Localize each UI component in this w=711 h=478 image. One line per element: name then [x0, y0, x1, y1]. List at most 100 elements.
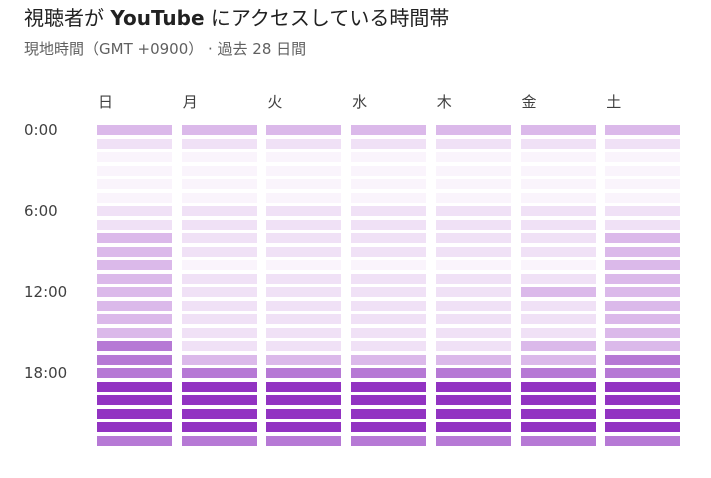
heatmap-cell[interactable] [521, 409, 596, 419]
heatmap-cell[interactable] [266, 206, 341, 216]
heatmap-cell[interactable] [436, 206, 511, 216]
heatmap-cell[interactable] [521, 179, 596, 189]
heatmap-cell[interactable] [436, 382, 511, 392]
heatmap-cell[interactable] [521, 139, 596, 149]
heatmap-cell[interactable] [521, 341, 596, 351]
heatmap-cell[interactable] [266, 152, 341, 162]
heatmap-cell[interactable] [182, 341, 257, 351]
heatmap-cell[interactable] [521, 355, 596, 365]
heatmap-cell[interactable] [436, 314, 511, 324]
heatmap-cell[interactable] [351, 328, 426, 338]
heatmap-cell[interactable] [351, 436, 426, 446]
heatmap-cell[interactable] [182, 436, 257, 446]
heatmap-cell[interactable] [436, 436, 511, 446]
heatmap-cell[interactable] [266, 260, 341, 270]
heatmap-cell[interactable] [182, 328, 257, 338]
heatmap-cell[interactable] [351, 368, 426, 378]
heatmap-cell[interactable] [182, 287, 257, 297]
heatmap-cell[interactable] [351, 395, 426, 405]
heatmap-cell[interactable] [97, 179, 172, 189]
heatmap-cell[interactable] [436, 274, 511, 284]
heatmap-cell[interactable] [436, 328, 511, 338]
heatmap-cell[interactable] [182, 368, 257, 378]
heatmap-cell[interactable] [351, 193, 426, 203]
heatmap-cell[interactable] [521, 206, 596, 216]
heatmap-cell[interactable] [436, 166, 511, 176]
heatmap-cell[interactable] [521, 152, 596, 162]
heatmap-cell[interactable] [266, 274, 341, 284]
heatmap-cell[interactable] [436, 247, 511, 257]
heatmap-cell[interactable] [97, 409, 172, 419]
heatmap-cell[interactable] [605, 341, 680, 351]
heatmap-cell[interactable] [436, 395, 511, 405]
heatmap-cell[interactable] [266, 314, 341, 324]
heatmap-cell[interactable] [351, 152, 426, 162]
heatmap-cell[interactable] [182, 220, 257, 230]
heatmap-cell[interactable] [97, 247, 172, 257]
heatmap-cell[interactable] [605, 422, 680, 432]
heatmap-cell[interactable] [605, 287, 680, 297]
heatmap-cell[interactable] [521, 314, 596, 324]
heatmap-cell[interactable] [97, 422, 172, 432]
heatmap-cell[interactable] [97, 139, 172, 149]
heatmap-cell[interactable] [605, 395, 680, 405]
heatmap-cell[interactable] [182, 274, 257, 284]
heatmap-cell[interactable] [436, 139, 511, 149]
heatmap-cell[interactable] [266, 328, 341, 338]
heatmap-cell[interactable] [605, 314, 680, 324]
heatmap-cell[interactable] [266, 179, 341, 189]
heatmap-cell[interactable] [97, 233, 172, 243]
heatmap-cell[interactable] [605, 193, 680, 203]
heatmap-cell[interactable] [351, 260, 426, 270]
heatmap-cell[interactable] [182, 382, 257, 392]
heatmap-cell[interactable] [351, 247, 426, 257]
heatmap-cell[interactable] [605, 125, 680, 135]
heatmap-cell[interactable] [97, 368, 172, 378]
heatmap-cell[interactable] [436, 220, 511, 230]
heatmap-cell[interactable] [436, 409, 511, 419]
heatmap-cell[interactable] [182, 139, 257, 149]
heatmap-cell[interactable] [436, 287, 511, 297]
heatmap-cell[interactable] [97, 274, 172, 284]
heatmap-cell[interactable] [182, 355, 257, 365]
heatmap-cell[interactable] [351, 409, 426, 419]
heatmap-cell[interactable] [351, 422, 426, 432]
heatmap-cell[interactable] [182, 206, 257, 216]
heatmap-cell[interactable] [521, 260, 596, 270]
heatmap-cell[interactable] [351, 355, 426, 365]
heatmap-cell[interactable] [182, 233, 257, 243]
heatmap-cell[interactable] [521, 287, 596, 297]
heatmap-cell[interactable] [521, 368, 596, 378]
heatmap-cell[interactable] [436, 355, 511, 365]
heatmap-cell[interactable] [351, 301, 426, 311]
heatmap-cell[interactable] [351, 179, 426, 189]
heatmap-cell[interactable] [97, 436, 172, 446]
heatmap-cell[interactable] [97, 341, 172, 351]
heatmap-cell[interactable] [605, 436, 680, 446]
heatmap-cell[interactable] [266, 287, 341, 297]
heatmap-cell[interactable] [351, 206, 426, 216]
heatmap-cell[interactable] [266, 301, 341, 311]
heatmap-cell[interactable] [266, 139, 341, 149]
heatmap-cell[interactable] [521, 193, 596, 203]
heatmap-cell[interactable] [97, 395, 172, 405]
heatmap-cell[interactable] [97, 152, 172, 162]
heatmap-cell[interactable] [605, 260, 680, 270]
heatmap-cell[interactable] [351, 341, 426, 351]
heatmap-cell[interactable] [97, 125, 172, 135]
heatmap-cell[interactable] [182, 152, 257, 162]
heatmap-cell[interactable] [97, 328, 172, 338]
heatmap-cell[interactable] [182, 260, 257, 270]
heatmap-cell[interactable] [351, 220, 426, 230]
heatmap-cell[interactable] [605, 328, 680, 338]
heatmap-cell[interactable] [521, 274, 596, 284]
heatmap-cell[interactable] [266, 382, 341, 392]
heatmap-cell[interactable] [97, 166, 172, 176]
heatmap-cell[interactable] [351, 125, 426, 135]
heatmap-cell[interactable] [266, 341, 341, 351]
heatmap-cell[interactable] [436, 368, 511, 378]
heatmap-cell[interactable] [182, 166, 257, 176]
heatmap-cell[interactable] [521, 125, 596, 135]
heatmap-cell[interactable] [521, 301, 596, 311]
heatmap-cell[interactable] [266, 220, 341, 230]
